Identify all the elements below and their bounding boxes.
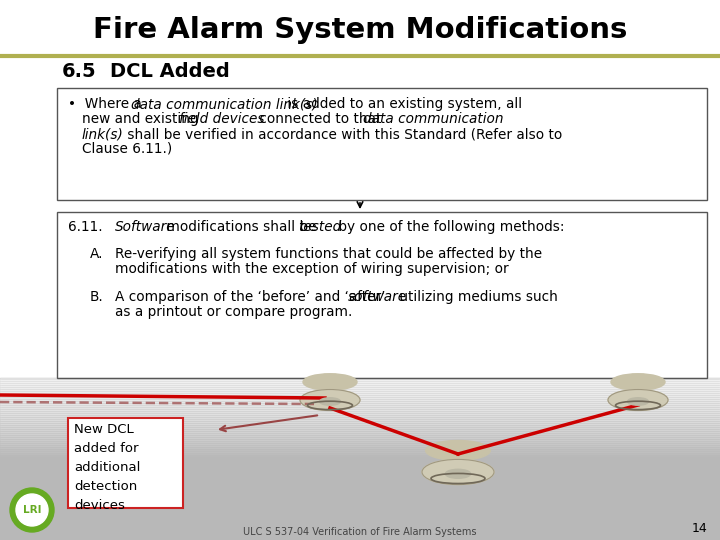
Bar <box>0 398 720 400</box>
Bar <box>0 432 720 434</box>
Ellipse shape <box>628 398 649 405</box>
Bar <box>0 382 720 384</box>
Bar <box>0 390 720 392</box>
Text: is added to an existing system, all: is added to an existing system, all <box>284 97 523 111</box>
Ellipse shape <box>303 374 357 390</box>
Text: modifications shall be: modifications shall be <box>162 220 321 234</box>
Bar <box>0 428 720 430</box>
Ellipse shape <box>611 374 665 390</box>
Bar <box>0 420 720 422</box>
Bar <box>0 444 720 446</box>
Bar <box>0 446 720 448</box>
Bar <box>0 402 720 404</box>
Bar <box>0 452 720 454</box>
Text: 6.11.: 6.11. <box>68 220 103 234</box>
Bar <box>0 450 720 452</box>
Bar <box>0 394 720 396</box>
Bar <box>0 416 720 418</box>
Text: shall be verified in accordance with this Standard (Refer also to: shall be verified in accordance with thi… <box>123 127 562 141</box>
Text: Re-verifying all system functions that could be affected by the: Re-verifying all system functions that c… <box>115 247 542 261</box>
Text: ULC S 537-04 Verification of Fire Alarm Systems: ULC S 537-04 Verification of Fire Alarm … <box>243 527 477 537</box>
Text: Fire Alarm System Modifications: Fire Alarm System Modifications <box>93 16 627 44</box>
Bar <box>0 412 720 414</box>
Bar <box>0 434 720 436</box>
Bar <box>57 212 707 378</box>
Text: tested: tested <box>299 220 342 234</box>
Bar <box>0 406 720 408</box>
Bar <box>0 388 720 390</box>
Text: •  Where a: • Where a <box>68 97 146 111</box>
Text: LRI: LRI <box>23 505 41 515</box>
Bar <box>0 436 720 438</box>
Bar <box>0 442 720 444</box>
Text: utilizing mediums such: utilizing mediums such <box>395 290 558 304</box>
Text: software: software <box>348 290 408 304</box>
Ellipse shape <box>422 460 494 484</box>
Text: link(s): link(s) <box>82 127 124 141</box>
Circle shape <box>16 494 48 526</box>
Bar <box>0 396 720 398</box>
Bar <box>0 426 720 428</box>
Ellipse shape <box>320 398 341 405</box>
Text: as a printout or compare program.: as a printout or compare program. <box>115 305 352 319</box>
Bar <box>0 454 720 456</box>
Bar <box>0 378 720 380</box>
Bar <box>0 424 720 426</box>
Bar <box>0 440 720 442</box>
Text: connected to that: connected to that <box>255 112 386 126</box>
Bar <box>57 88 707 200</box>
Text: Clause 6.11.): Clause 6.11.) <box>82 142 172 156</box>
Text: Software: Software <box>115 220 176 234</box>
Bar <box>0 414 720 416</box>
Bar <box>0 380 720 382</box>
Text: A.: A. <box>90 247 104 261</box>
Bar <box>0 404 720 406</box>
Bar <box>0 378 720 540</box>
Bar <box>0 384 720 386</box>
Text: data communication link(s): data communication link(s) <box>130 97 318 111</box>
Text: 14: 14 <box>692 522 708 535</box>
Bar <box>0 0 720 56</box>
Text: B.: B. <box>90 290 104 304</box>
Bar <box>68 418 183 508</box>
Ellipse shape <box>608 389 668 410</box>
Bar <box>0 410 720 412</box>
Bar <box>0 392 720 394</box>
Text: modifications with the exception of wiring supervision; or: modifications with the exception of wiri… <box>115 262 508 276</box>
Text: by one of the following methods:: by one of the following methods: <box>334 220 564 234</box>
Ellipse shape <box>426 441 490 460</box>
Bar <box>0 400 720 402</box>
Bar <box>0 418 720 420</box>
Ellipse shape <box>300 389 360 410</box>
Text: 6.5: 6.5 <box>62 62 96 81</box>
Circle shape <box>10 488 54 532</box>
Bar <box>0 448 720 450</box>
Bar <box>0 430 720 432</box>
Text: new and existing: new and existing <box>82 112 203 126</box>
Text: DCL Added: DCL Added <box>110 62 230 81</box>
Bar <box>0 386 720 388</box>
Text: A comparison of the ‘before’ and ‘after’: A comparison of the ‘before’ and ‘after’ <box>115 290 390 304</box>
Text: New DCL
added for
additional
detection
devices: New DCL added for additional detection d… <box>74 423 140 512</box>
Ellipse shape <box>446 469 471 478</box>
Bar <box>0 408 720 410</box>
Bar <box>0 438 720 440</box>
Bar <box>0 520 720 540</box>
Text: data communication: data communication <box>363 112 503 126</box>
Bar <box>0 456 720 458</box>
Text: field devices: field devices <box>179 112 264 126</box>
Bar <box>0 422 720 424</box>
